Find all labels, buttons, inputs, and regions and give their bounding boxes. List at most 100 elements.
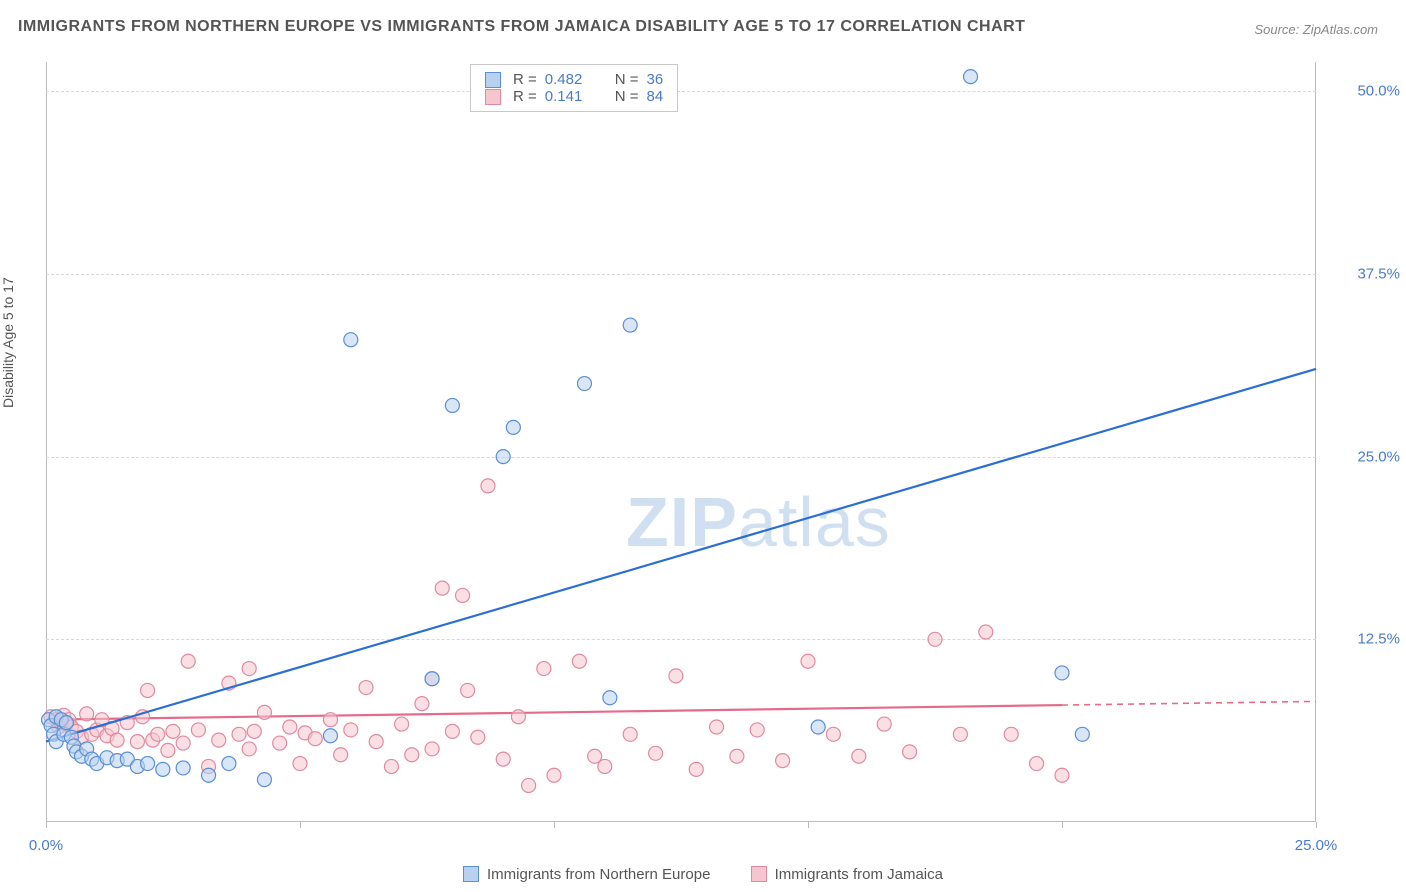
data-point-jm	[435, 581, 449, 595]
data-point-jm	[308, 732, 322, 746]
data-point-jm	[232, 727, 246, 741]
data-point-ne	[603, 691, 617, 705]
swatch-ne-bottom	[463, 866, 479, 882]
swatch-jm-bottom	[751, 866, 767, 882]
data-point-ne	[156, 762, 170, 776]
data-point-jm	[511, 710, 525, 724]
data-point-jm	[191, 723, 205, 737]
data-point-jm	[471, 730, 485, 744]
data-point-jm	[242, 662, 256, 676]
data-point-jm	[425, 742, 439, 756]
data-point-ne	[445, 398, 459, 412]
data-point-jm	[369, 735, 383, 749]
data-point-ne	[425, 672, 439, 686]
trend-line-jm	[46, 705, 1062, 720]
data-point-jm	[110, 733, 124, 747]
data-point-ne	[623, 318, 637, 332]
data-point-jm	[80, 707, 94, 721]
data-point-jm	[522, 778, 536, 792]
data-point-jm	[801, 654, 815, 668]
data-point-ne	[176, 761, 190, 775]
data-point-jm	[710, 720, 724, 734]
data-point-jm	[344, 723, 358, 737]
x-tick-label: 0.0%	[29, 837, 63, 854]
data-point-jm	[547, 768, 561, 782]
data-point-ne	[344, 333, 358, 347]
data-point-jm	[826, 727, 840, 741]
data-point-jm	[669, 669, 683, 683]
data-point-jm	[750, 723, 764, 737]
data-point-jm	[242, 742, 256, 756]
data-point-jm	[1004, 727, 1018, 741]
x-tick-mark	[554, 822, 555, 828]
data-point-jm	[776, 754, 790, 768]
y-axis-label: Disability Age 5 to 17	[0, 277, 16, 408]
data-point-jm	[537, 662, 551, 676]
data-point-ne	[577, 377, 591, 391]
data-point-jm	[979, 625, 993, 639]
y-tick-label: 12.5%	[1357, 631, 1400, 648]
x-tick-mark	[808, 822, 809, 828]
data-point-jm	[334, 748, 348, 762]
data-point-jm	[161, 743, 175, 757]
trend-line-dash-jm	[1062, 701, 1316, 705]
y-tick-label: 37.5%	[1357, 265, 1400, 282]
data-point-ne	[1055, 666, 1069, 680]
data-point-jm	[928, 632, 942, 646]
scatter-plot-svg	[46, 62, 1316, 822]
legend-item-ne: Immigrants from Northern Europe	[463, 866, 710, 883]
y-tick-label: 25.0%	[1357, 448, 1400, 465]
data-point-ne	[141, 757, 155, 771]
data-point-jm	[384, 759, 398, 773]
series-legend: Immigrants from Northern Europe Immigran…	[0, 866, 1406, 887]
data-point-jm	[273, 736, 287, 750]
data-point-jm	[323, 713, 337, 727]
data-point-jm	[181, 654, 195, 668]
data-point-jm	[877, 717, 891, 731]
data-point-jm	[903, 745, 917, 759]
data-point-jm	[212, 733, 226, 747]
data-point-ne	[202, 768, 216, 782]
data-point-jm	[405, 748, 419, 762]
data-point-ne	[59, 716, 73, 730]
data-point-ne	[323, 729, 337, 743]
data-point-jm	[445, 724, 459, 738]
data-point-jm	[130, 735, 144, 749]
data-point-jm	[141, 683, 155, 697]
legend-item-jm: Immigrants from Jamaica	[751, 866, 943, 883]
data-point-jm	[257, 705, 271, 719]
y-tick-label: 50.0%	[1357, 83, 1400, 100]
data-point-jm	[623, 727, 637, 741]
x-tick-label: 25.0%	[1295, 837, 1338, 854]
data-point-jm	[415, 697, 429, 711]
data-point-ne	[964, 70, 978, 84]
chart-title: IMMIGRANTS FROM NORTHERN EUROPE VS IMMIG…	[18, 18, 1025, 36]
chart-area: ZIPatlas 12.5%25.0%37.5%50.0% 0.0%25.0% …	[46, 62, 1316, 822]
data-point-jm	[359, 681, 373, 695]
data-point-ne	[496, 450, 510, 464]
data-point-jm	[151, 727, 165, 741]
data-point-jm	[598, 759, 612, 773]
source-attribution: Source: ZipAtlas.com	[1254, 22, 1378, 37]
data-point-jm	[649, 746, 663, 760]
data-point-ne	[811, 720, 825, 734]
data-point-jm	[689, 762, 703, 776]
data-point-jm	[166, 724, 180, 738]
data-point-ne	[506, 420, 520, 434]
data-point-jm	[730, 749, 744, 763]
data-point-jm	[461, 683, 475, 697]
data-point-jm	[496, 752, 510, 766]
trend-line-ne	[46, 369, 1316, 742]
x-tick-mark	[1062, 822, 1063, 828]
data-point-ne	[257, 773, 271, 787]
data-point-jm	[456, 588, 470, 602]
data-point-jm	[953, 727, 967, 741]
data-point-jm	[283, 720, 297, 734]
data-point-jm	[176, 736, 190, 750]
legend-label-ne: Immigrants from Northern Europe	[487, 866, 710, 883]
x-tick-mark	[46, 822, 47, 828]
x-tick-mark	[300, 822, 301, 828]
data-point-jm	[1055, 768, 1069, 782]
x-tick-mark	[1316, 822, 1317, 828]
data-point-jm	[247, 724, 261, 738]
